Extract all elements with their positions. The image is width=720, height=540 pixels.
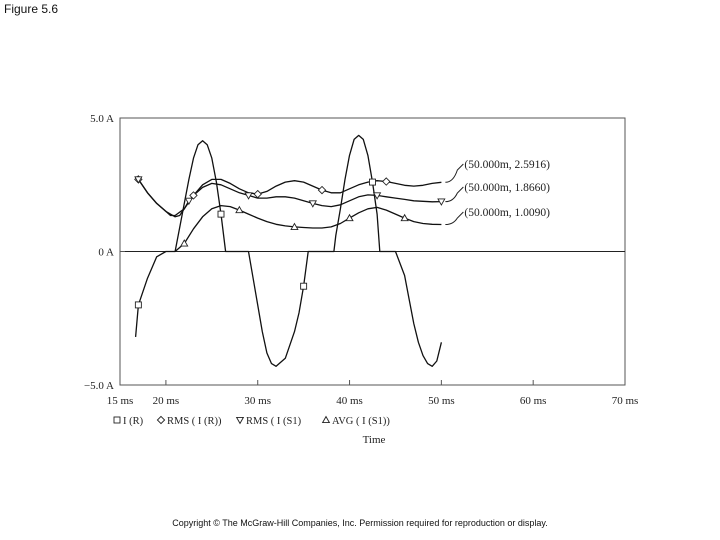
annotation-leader — [445, 163, 464, 183]
marker-layer — [134, 175, 446, 309]
x-tick-label: 15 ms — [107, 395, 134, 407]
x-tick-label: 40 ms — [336, 395, 363, 407]
annotation-leader — [445, 211, 464, 226]
data-point — [134, 301, 142, 309]
annotation-label: (50.000m, 2.5916) — [464, 159, 550, 171]
legend-label: I (R) — [123, 416, 144, 427]
x-tick-label: 70 ms — [612, 395, 639, 407]
x-axis-label: Time — [363, 434, 386, 446]
data-point — [300, 282, 308, 290]
annotation-leader — [445, 186, 464, 203]
figure-label: Figure 5.6 — [4, 2, 59, 16]
data-point — [235, 205, 244, 214]
data-point — [290, 222, 299, 230]
x-tick-label: 20 ms — [153, 395, 180, 407]
data-point — [372, 192, 382, 200]
x-tick-label: 50 ms — [428, 395, 455, 407]
data-point — [317, 185, 327, 195]
data-point — [244, 192, 253, 200]
data-point — [382, 177, 391, 186]
x-tick-label: 60 ms — [520, 395, 547, 407]
data-point — [217, 210, 225, 218]
legend-marker — [321, 415, 331, 424]
data-point — [253, 189, 262, 199]
data-point — [400, 213, 409, 222]
annotation-label: (50.000m, 1.0090) — [464, 207, 550, 219]
legend-marker — [235, 416, 245, 425]
data-point — [437, 198, 446, 206]
series-layer — [134, 134, 443, 367]
legend-label: RMS ( I (S1) — [246, 416, 302, 427]
data-point — [345, 213, 354, 222]
legend-marker — [113, 416, 121, 424]
annotation-label: (50.000m, 1.8660) — [464, 182, 550, 194]
legend: I (R) RMS ( I (R)) RMS ( I (S1) AVG ( I (S1… — [113, 415, 390, 427]
y-tick-label: 0 A — [98, 247, 114, 259]
data-point — [180, 239, 189, 247]
series-line-3 — [135, 176, 442, 218]
legend-label: AVG ( I (S1)) — [332, 416, 390, 427]
data-point — [189, 191, 198, 200]
annotation-layer: (50.000m, 2.5916) (50.000m, 1.8660) (50.00… — [445, 159, 550, 226]
data-point — [184, 197, 194, 206]
series-line-1 — [134, 134, 443, 367]
ticks: 15 ms 20 ms 30 ms 40 ms 50 ms 60 ms 70 ms 5.0 A… — [84, 113, 638, 407]
data-point — [134, 176, 143, 184]
data-point — [308, 200, 317, 208]
y-tick-label: 5.0 A — [90, 113, 114, 125]
y-tick-label: −5.0 A — [84, 380, 114, 392]
series-line-2 — [135, 176, 442, 217]
legend-marker — [156, 415, 166, 425]
data-point — [369, 178, 376, 186]
legend-label: RMS ( I (R)) — [167, 416, 222, 427]
series-line-4 — [174, 204, 442, 252]
x-tick-label: 30 ms — [244, 395, 271, 407]
copyright-notice: Copyright © The McGraw-Hill Companies, I… — [172, 518, 548, 528]
